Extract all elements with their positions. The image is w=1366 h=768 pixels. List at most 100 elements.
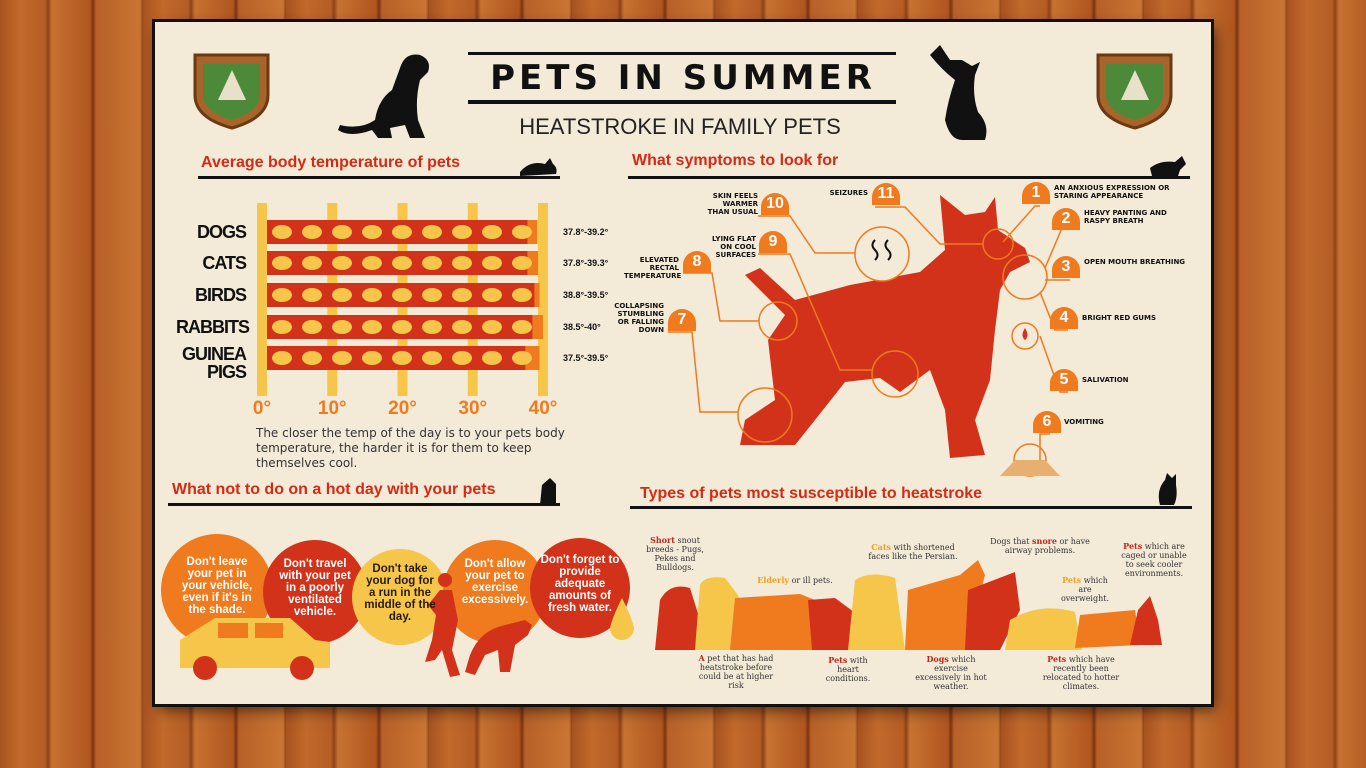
symptom-number-badge: 3: [1052, 256, 1080, 278]
running-dog-icon: [465, 620, 532, 675]
range-bar: [527, 251, 539, 275]
category-label: BIRDS: [194, 285, 247, 305]
dont-tip: Don't travel with your pet in a poorly v…: [279, 558, 351, 618]
range-label: 37.5°-39.5°: [563, 353, 609, 363]
pet-glyph-icon: [422, 320, 442, 334]
susceptible-type-note: Pets which are overweight.: [1055, 575, 1115, 604]
range-bar: [532, 315, 543, 339]
car-icon: [180, 618, 330, 680]
drop-icon: [1022, 328, 1028, 340]
section-rule: [198, 176, 560, 179]
title-rule-bottom: [468, 100, 896, 104]
grid-line: [257, 203, 267, 396]
pet-glyph-icon: [512, 225, 532, 239]
pet-glyph-icon: [362, 256, 382, 270]
highlight-word: Pets: [1062, 575, 1082, 585]
susceptible-type-note: A pet that has had heatstroke before cou…: [696, 654, 776, 691]
pet-glyph-icon: [482, 288, 502, 302]
runner-silhouette-icon: [425, 573, 460, 677]
pet-glyph-icon: [332, 225, 352, 239]
susceptible-type-note: Pets which are caged or unable to seek c…: [1118, 541, 1190, 579]
symptom-label: Salivation: [1082, 376, 1129, 384]
note-text: which are overweight.: [1060, 576, 1110, 603]
pet-glyph-icon: [482, 320, 502, 334]
symptom-number-badge: 2: [1052, 208, 1080, 230]
pet-glyph-icon: [302, 225, 322, 239]
category-label: RABBITS: [176, 317, 250, 337]
chart-note: The closer the temp of the day is to you…: [256, 426, 565, 470]
pet-glyph-icon: [512, 320, 532, 334]
pet-glyph-icon: [272, 256, 292, 270]
note-text: with shortened faces like the Persian.: [868, 543, 958, 561]
logo-badge-right: [1096, 53, 1173, 130]
symptom-number-badge: 7: [668, 309, 696, 331]
range-label: 37.8°-39.2°: [563, 227, 609, 237]
x-tick-label: 30°: [458, 398, 488, 419]
pet-glyph-icon: [422, 288, 442, 302]
section-rule: [630, 506, 1192, 509]
x-tick-label: 10°: [317, 398, 347, 419]
pet-glyph-icon: [392, 225, 412, 239]
pet-glyph-icon: [392, 288, 412, 302]
symptom-label: Lying flat on cool surfaces: [712, 235, 756, 259]
section-title-symptoms: What symptoms to look for: [632, 152, 839, 169]
dog-silhouette-icon: [338, 54, 429, 138]
logo-badge-left: [193, 53, 270, 130]
highlight-word: Short: [650, 535, 675, 545]
highlight-word: snore: [1032, 536, 1057, 546]
symptom-number-badge: 6: [1033, 411, 1061, 433]
note-text: with heart conditions.: [825, 656, 871, 683]
pet-glyph-icon: [512, 256, 532, 270]
range-bar: [525, 346, 540, 370]
section-rule: [168, 503, 560, 506]
pet-glyph-icon: [362, 320, 382, 334]
pet-glyph-icon: [272, 288, 292, 302]
pet-glyph-icon: [482, 225, 502, 239]
pet-glyph-icon: [452, 351, 472, 365]
pet-glyph-icon: [362, 351, 382, 365]
pet-glyph-icon: [512, 351, 532, 365]
symptom-label: Open mouth breathing: [1084, 258, 1186, 266]
dont-circle: [530, 538, 630, 638]
pet-glyph-icon: [452, 288, 472, 302]
symptom-label: Seizures: [829, 189, 868, 197]
pet-glyph-icon: [512, 288, 532, 302]
dog-small-icon: [540, 478, 556, 505]
dont-tip: Don't forget to provide adequate amounts…: [540, 554, 620, 614]
highlight-word: Pets: [828, 655, 848, 665]
pet-glyph-icon: [392, 320, 412, 334]
pet-glyph-icon: [362, 225, 382, 239]
pet-glyph-icon: [362, 288, 382, 302]
cat-small-icon: [520, 158, 557, 176]
symptom-number-badge: 9: [759, 231, 787, 253]
highlight-word: Cats: [871, 542, 892, 552]
pet-glyph-icon: [302, 351, 322, 365]
symptom-label: Vomiting: [1064, 418, 1104, 426]
heat-waves-icon: [871, 239, 892, 261]
pet-glyph-icon: [392, 351, 412, 365]
category-label: DOGS: [196, 222, 247, 242]
symptom-number-badge: 5: [1050, 369, 1078, 391]
section-title-donts: What not to do on a hot day with your pe…: [172, 481, 496, 498]
pet-glyph-icon: [272, 351, 292, 365]
susceptible-type-note: Pets which have recently been relocated …: [1038, 655, 1124, 692]
symptom-label: Bright red gums: [1082, 314, 1157, 322]
dachshund-small-icon: [1150, 156, 1186, 176]
symptom-label: Collapsing stumbling or falling down: [614, 302, 664, 334]
susceptible-type-note: Dogs that snore or have airway problems.: [990, 536, 1090, 556]
pet-glyph-icon: [272, 225, 292, 239]
category-label: CATS: [202, 253, 247, 273]
note-text: which exercise excessively in hot weathe…: [915, 655, 987, 691]
pet-glyph-icon: [332, 288, 352, 302]
dont-tip: Don't leave your pet in your vehicle, ev…: [181, 556, 253, 616]
x-tick-label: 40°: [528, 398, 558, 419]
symptom-number-badge: 10: [761, 193, 789, 215]
highlight-word: Pets: [1123, 541, 1143, 551]
pet-glyph-icon: [302, 320, 322, 334]
pet-glyph-icon: [452, 225, 472, 239]
temperature-chart: [257, 203, 548, 396]
pet-glyph-icon: [272, 320, 292, 334]
cat-sitting-icon: [1158, 473, 1177, 505]
range-bar: [527, 220, 538, 244]
section-title-types: Types of pets most susceptible to heatst…: [640, 485, 983, 502]
